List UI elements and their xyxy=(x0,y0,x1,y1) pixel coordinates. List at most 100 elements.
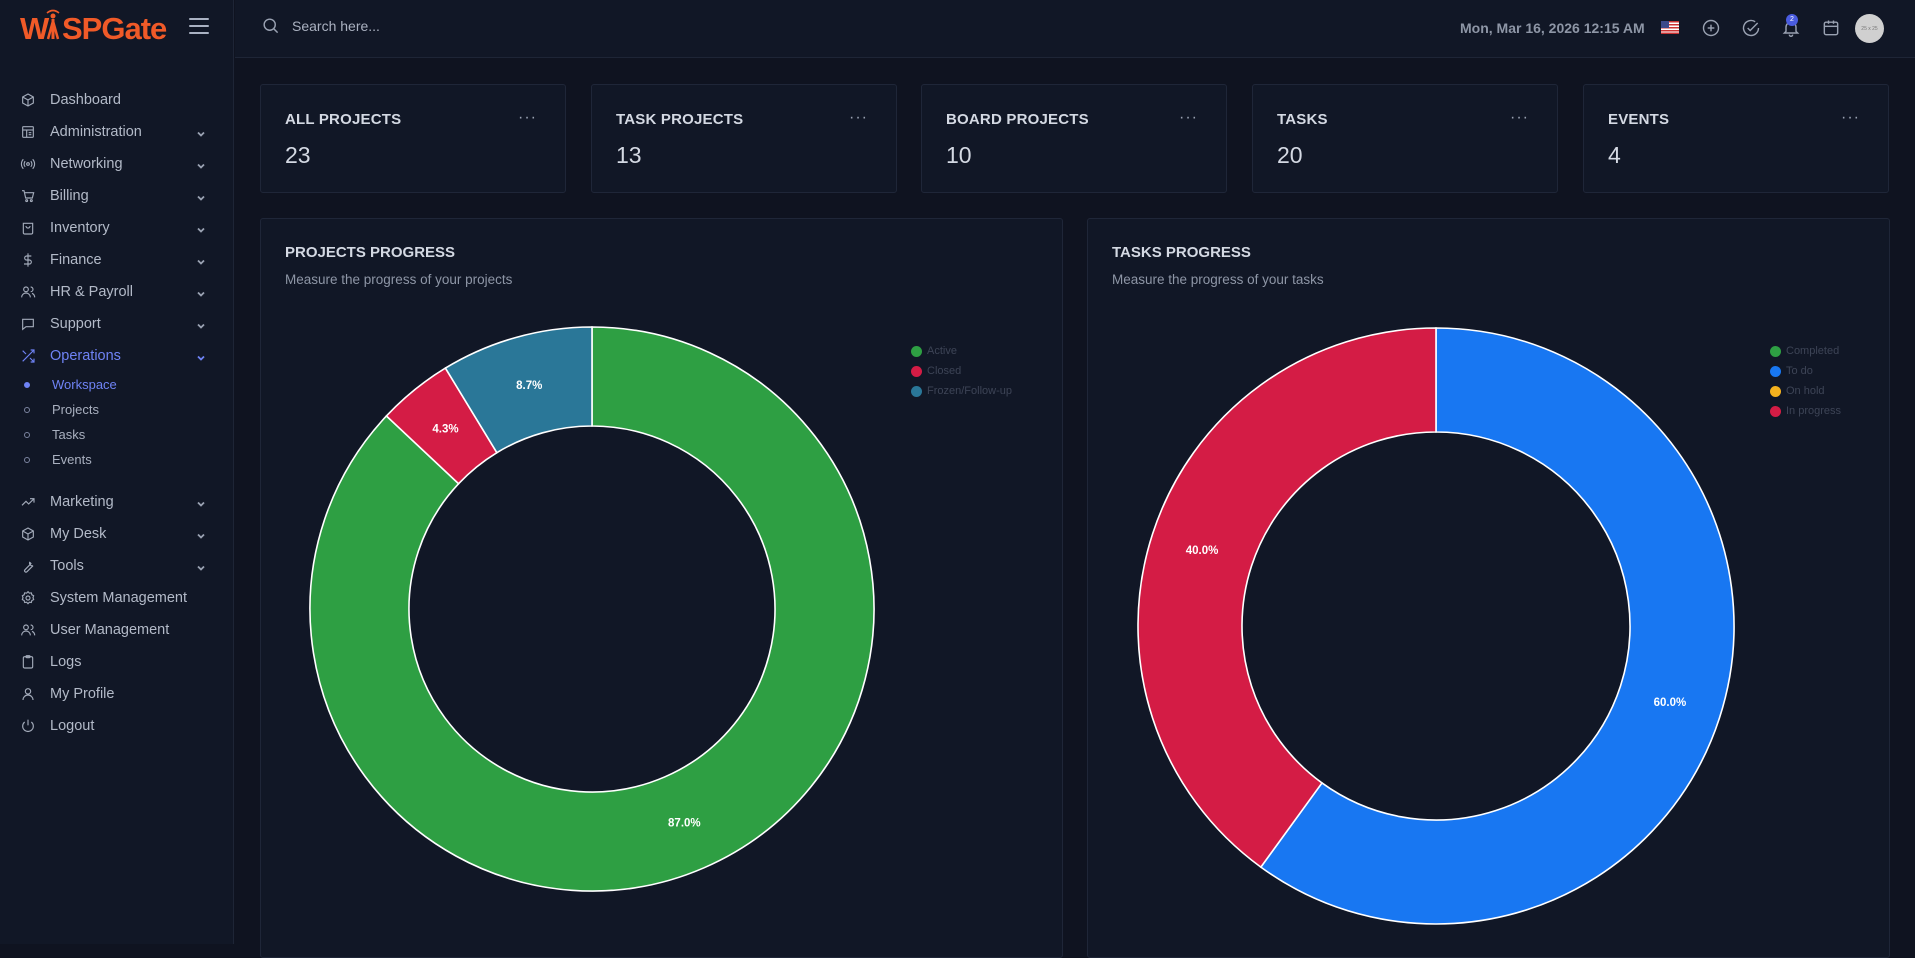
stat-card-all-projects: ALL PROJECTS 23 ··· xyxy=(260,84,566,193)
stat-value: 23 xyxy=(285,142,311,168)
power-icon xyxy=(20,718,36,734)
svg-text:W: W xyxy=(20,11,50,46)
stat-title: ALL PROJECTS xyxy=(285,111,402,128)
search-icon[interactable] xyxy=(261,16,280,35)
more-options-icon[interactable]: ··· xyxy=(1179,109,1198,126)
pie-slice-in-progress[interactable] xyxy=(1137,327,1437,869)
chat-icon xyxy=(20,316,36,332)
data-label: 40.0% xyxy=(1186,545,1219,557)
search-input[interactable] xyxy=(292,17,592,34)
sidebar-item-support[interactable]: Support xyxy=(0,308,234,340)
stat-value: 10 xyxy=(946,142,972,168)
us-flag-icon[interactable] xyxy=(1661,21,1679,34)
check-circle-icon[interactable] xyxy=(1741,18,1761,38)
legend-swatch xyxy=(911,365,922,377)
legend-item-on-hold[interactable]: On hold xyxy=(1770,381,1841,401)
legend-label: Completed xyxy=(1786,345,1840,357)
svg-text:SPGate: SPGate xyxy=(62,11,167,46)
sidebar-item-label: Logout xyxy=(50,718,95,734)
app-logo[interactable]: W SPGate xyxy=(20,6,188,52)
sidebar-item-label: Marketing xyxy=(50,494,114,510)
projects-progress-panel: PROJECTS PROGRESS Measure the progress o… xyxy=(260,218,1063,958)
pie-slice-frozen-follow-up[interactable] xyxy=(444,326,593,454)
user-icon xyxy=(20,686,36,702)
legend-item-to-do[interactable]: To do xyxy=(1770,361,1841,381)
legend-item-completed[interactable]: Completed xyxy=(1770,341,1841,361)
operations-submenu: Workspace Projects Tasks Events xyxy=(0,372,234,472)
sidebar-item-finance[interactable]: Finance xyxy=(0,244,234,276)
cube-icon xyxy=(20,526,36,542)
stat-title: TASK PROJECTS xyxy=(616,111,744,128)
sidebar-item-label: Networking xyxy=(50,156,123,172)
more-options-icon[interactable]: ··· xyxy=(849,109,868,126)
sidebar-item-logout[interactable]: Logout xyxy=(0,710,234,742)
submenu-item-events[interactable]: Events xyxy=(0,447,234,472)
data-label: 87.0% xyxy=(668,817,701,829)
calendar-icon[interactable] xyxy=(1821,18,1841,38)
sidebar-item-label: My Desk xyxy=(50,526,107,542)
sidebar-item-label: Operations xyxy=(50,348,121,364)
avatar[interactable]: 25 x 25 xyxy=(1855,14,1884,43)
sidebar-item-my-desk[interactable]: My Desk xyxy=(0,518,234,550)
users-icon xyxy=(20,284,36,300)
sidebar-item-tools[interactable]: Tools xyxy=(0,550,234,582)
more-options-icon[interactable]: ··· xyxy=(518,109,537,126)
legend-item-in-progress[interactable]: In progress xyxy=(1770,401,1841,421)
legend-item-frozen-follow-up[interactable]: Frozen/Follow-up xyxy=(911,381,1012,401)
submenu-item-workspace[interactable]: Workspace xyxy=(0,372,234,397)
clipboard-icon xyxy=(20,654,36,670)
sidebar-item-label: Tools xyxy=(50,558,84,574)
chart-legend: Active Closed Frozen/Follow-up xyxy=(911,341,1012,401)
pie-slice-active[interactable] xyxy=(309,326,875,892)
sidebar-item-hr-and-payroll[interactable]: HR & Payroll xyxy=(0,276,234,308)
chart-subtitle: Measure the progress of your projects xyxy=(285,272,513,287)
topbar: Mon, Mar 16, 2026 12:15 AM 2 25 x 25 xyxy=(235,0,1915,58)
add-circle-icon[interactable] xyxy=(1701,18,1721,38)
submenu-item-tasks[interactable]: Tasks xyxy=(0,422,234,447)
data-label: 4.3% xyxy=(432,423,458,435)
data-label: 60.0% xyxy=(1654,697,1687,709)
stat-card-tasks: TASKS 20 ··· xyxy=(1252,84,1558,193)
search-bar xyxy=(261,16,592,35)
chart-title: PROJECTS PROGRESS xyxy=(285,244,456,261)
gear-icon xyxy=(20,590,36,606)
sidebar-item-label: Support xyxy=(50,316,101,332)
sidebar-item-label: My Profile xyxy=(50,686,115,702)
stat-value: 4 xyxy=(1608,142,1621,168)
notification-badge: 2 xyxy=(1786,14,1798,26)
sidebar-item-networking[interactable]: Networking xyxy=(0,148,234,180)
logo-mark: W SPGate xyxy=(20,9,168,46)
legend-label: On hold xyxy=(1786,385,1825,397)
more-options-icon[interactable]: ··· xyxy=(1510,109,1529,126)
sidebar-item-logs[interactable]: Logs xyxy=(0,646,234,678)
data-label: 8.7% xyxy=(516,380,542,392)
sidebar-item-operations[interactable]: Operations xyxy=(0,340,234,372)
chevron-down-icon xyxy=(196,319,206,329)
bullet-icon xyxy=(24,431,30,438)
legend-swatch xyxy=(1770,385,1781,397)
sidebar-item-dashboard[interactable]: Dashboard xyxy=(0,84,234,116)
tasks-donut-chart: 60.0% 40.0% xyxy=(1137,327,1735,925)
menu-toggle-icon[interactable] xyxy=(189,18,209,36)
sidebar-item-system-management[interactable]: System Management xyxy=(0,582,234,614)
legend-item-active[interactable]: Active xyxy=(911,341,1012,361)
pie-slice-to-do[interactable] xyxy=(1259,327,1735,925)
stat-card-board-projects: BOARD PROJECTS 10 ··· xyxy=(921,84,1227,193)
chevron-down-icon xyxy=(196,191,206,201)
sidebar-item-marketing[interactable]: Marketing xyxy=(0,486,234,518)
sidebar-item-my-profile[interactable]: My Profile xyxy=(0,678,234,710)
sidebar-item-billing[interactable]: Billing xyxy=(0,180,234,212)
sidebar-item-user-management[interactable]: User Management xyxy=(0,614,234,646)
sidebar-item-label: System Management xyxy=(50,590,188,606)
wrench-icon xyxy=(20,558,36,574)
sidebar-item-label: HR & Payroll xyxy=(50,284,133,300)
legend-item-closed[interactable]: Closed xyxy=(911,361,1012,381)
more-options-icon[interactable]: ··· xyxy=(1841,109,1860,126)
sidebar-nav: Dashboard Administration Networking Billing… xyxy=(0,84,234,742)
sidebar-item-label: Administration xyxy=(50,124,142,140)
sidebar-item-inventory[interactable]: Inventory xyxy=(0,212,234,244)
bag-icon xyxy=(20,220,36,236)
chevron-down-icon xyxy=(196,497,206,507)
sidebar-item-administration[interactable]: Administration xyxy=(0,116,234,148)
submenu-item-projects[interactable]: Projects xyxy=(0,397,234,422)
